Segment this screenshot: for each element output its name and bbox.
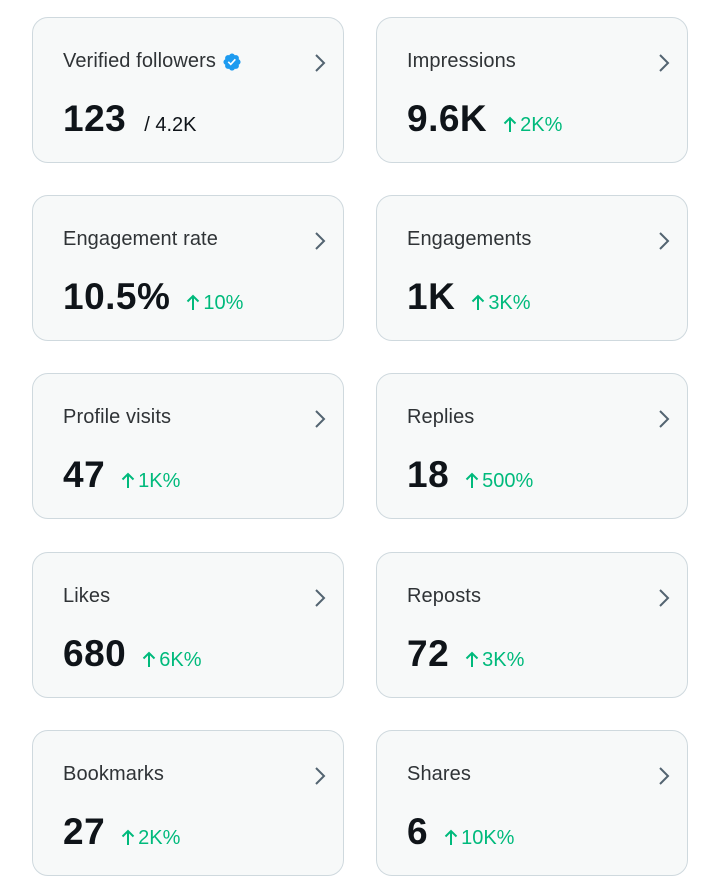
card-change-value: 3K% — [482, 649, 525, 671]
card-change: 1K% — [121, 470, 180, 493]
card-label: Engagement rate — [63, 228, 218, 250]
card-change-value: 10K% — [461, 827, 515, 849]
card-label: Replies — [407, 406, 475, 428]
arrow-up-icon — [121, 829, 135, 845]
card-change-value: 1K% — [138, 470, 181, 492]
card-change-value: 6K% — [159, 649, 202, 671]
card-metric: 6 10K% — [407, 813, 514, 850]
card-change: 2K% — [121, 827, 180, 850]
card-reposts[interactable]: Reposts 72 3K% — [376, 552, 688, 698]
card-value: 27 — [63, 811, 106, 852]
chevron-right-icon — [315, 589, 326, 607]
card-verified-followers[interactable]: Verified followers 123 / 4.2K — [32, 17, 344, 163]
arrow-up-icon — [444, 829, 458, 845]
card-engagements[interactable]: Engagements 1K 3K% — [376, 195, 688, 341]
card-replies[interactable]: Replies 18 500% — [376, 373, 688, 519]
chevron-right-icon — [659, 410, 670, 428]
card-likes[interactable]: Likes 680 6K% — [32, 552, 344, 698]
card-label: Bookmarks — [63, 763, 164, 785]
card-shares[interactable]: Shares 6 10K% — [376, 730, 688, 876]
card-change-value: 2K% — [138, 827, 181, 849]
card-change-value: 3K% — [488, 292, 531, 314]
arrow-up-icon — [143, 651, 156, 667]
card-profile-visits[interactable]: Profile visits 47 1K% — [32, 373, 344, 519]
arrow-up-icon — [503, 116, 517, 132]
card-value: 10.5% — [63, 276, 171, 317]
card-label: Profile visits — [63, 406, 172, 428]
chevron-right-icon — [659, 589, 670, 607]
card-bookmarks[interactable]: Bookmarks 27 2K% — [32, 730, 344, 876]
card-label: Engagements — [407, 228, 532, 250]
card-value: 72 — [407, 633, 450, 674]
card-engagement-rate[interactable]: Engagement rate 10.5% 10% — [32, 195, 344, 341]
card-change-value: 500% — [482, 470, 534, 492]
card-value: 1K — [407, 276, 456, 317]
card-value: 9.6K — [407, 98, 488, 139]
card-value: 18 — [407, 454, 450, 495]
chevron-right-icon — [315, 410, 326, 428]
card-sub-value: / 4.2K — [144, 114, 197, 136]
card-metric: 123 / 4.2K — [63, 100, 197, 137]
chevron-right-icon — [659, 767, 670, 785]
card-change: 3K% — [465, 649, 524, 672]
arrow-up-icon — [187, 294, 200, 310]
card-metric: 47 1K% — [63, 456, 180, 493]
card-value: 47 — [63, 454, 106, 495]
card-metric: 72 3K% — [407, 635, 524, 672]
chevron-right-icon — [659, 232, 670, 250]
verified-badge-icon — [223, 52, 241, 71]
card-metric: 9.6K 2K% — [407, 100, 562, 137]
card-label: Impressions — [407, 50, 516, 72]
arrow-up-icon — [465, 651, 479, 667]
card-metric: 27 2K% — [63, 813, 180, 850]
card-metric: 1K 3K% — [407, 278, 531, 315]
card-label: Verified followers — [63, 50, 216, 72]
chevron-right-icon — [315, 232, 326, 250]
arrow-up-icon — [121, 472, 135, 488]
card-change-value: 2K% — [520, 114, 563, 136]
card-label: Likes — [63, 585, 111, 607]
arrow-up-icon — [465, 472, 479, 488]
card-change: 3K% — [471, 292, 531, 315]
card-label: Reposts — [407, 585, 482, 607]
chevron-right-icon — [659, 54, 670, 72]
chevron-right-icon — [315, 54, 326, 72]
card-change: 10K% — [444, 827, 514, 850]
card-value: 123 — [63, 98, 127, 139]
card-change: 2K% — [503, 114, 562, 137]
card-change: 10% — [186, 292, 243, 315]
card-value: 6 — [407, 811, 429, 852]
card-metric: 10.5% 10% — [63, 278, 243, 315]
card-impressions[interactable]: Impressions 9.6K 2K% — [376, 17, 688, 163]
card-change: 500% — [465, 470, 533, 493]
card-label: Shares — [407, 763, 471, 785]
card-value: 680 — [63, 633, 127, 674]
card-change: 6K% — [142, 649, 201, 672]
arrow-up-icon — [472, 294, 485, 310]
chevron-right-icon — [315, 767, 326, 785]
card-change-value: 10% — [203, 292, 244, 314]
card-metric: 680 6K% — [63, 635, 201, 672]
card-metric: 18 500% — [407, 456, 533, 493]
card-label-row: Verified followers — [63, 50, 242, 73]
